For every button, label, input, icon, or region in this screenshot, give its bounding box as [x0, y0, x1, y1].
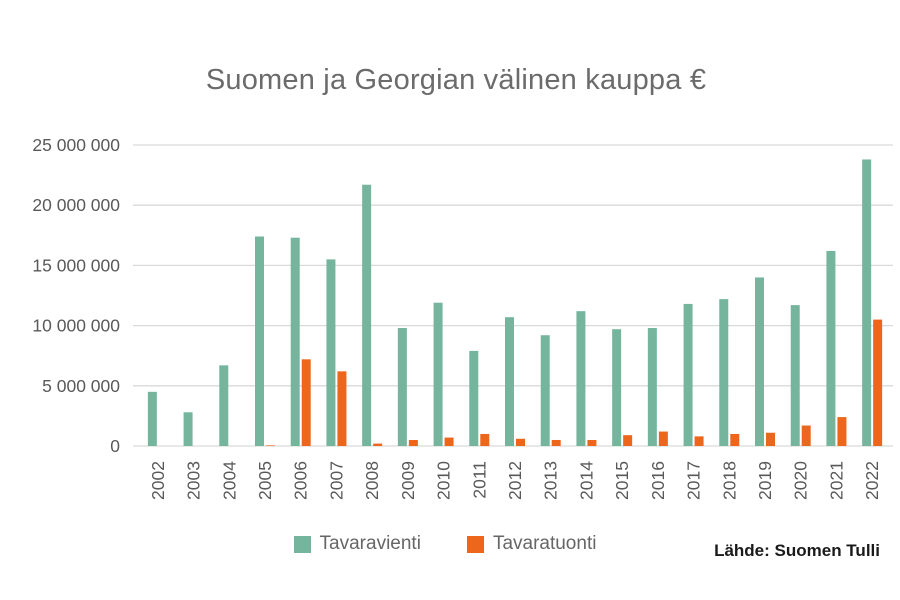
x-tick-label: 2018: [719, 461, 739, 500]
y-tick-label: 10 000 000: [32, 316, 120, 336]
bar-tavaravienti-2019: [755, 277, 764, 446]
bar-tavaratuonti-2010: [444, 437, 454, 446]
bar-tavaratuonti-2006: [301, 359, 311, 446]
legend-item-tavaravienti: Tavaravienti: [293, 533, 421, 555]
tavaravienti-swatch-icon: [293, 535, 311, 553]
bar-tavaravienti-2002: [147, 391, 157, 446]
x-tick-label: 2003: [184, 461, 204, 500]
legend-label-tavaravienti: Tavaravienti: [319, 533, 421, 554]
y-tick-label: 5 000 000: [42, 376, 120, 396]
bar-tavaratuonti-2009: [408, 439, 418, 446]
bar-tavaratuonti-2015: [623, 435, 633, 446]
bar-tavaravienti-2022: [862, 159, 872, 446]
x-tick-label: 2015: [612, 461, 632, 500]
bar-tavaratuonti-2022: [873, 319, 883, 446]
x-tick-label: 2013: [541, 461, 561, 500]
bar-tavaravienti-2007: [326, 259, 336, 446]
bar-tavaratuonti-2011: [480, 433, 490, 446]
legend-label-tavaratuonti: Tavaratuonti: [492, 533, 597, 554]
bar-tavaratuonti-2018: [730, 433, 740, 446]
bar-tavaravienti-2015: [612, 329, 622, 446]
x-tick-label: 2021: [826, 461, 846, 500]
x-tick-label: 2002: [148, 461, 168, 500]
bar-tavaravienti-2016: [647, 328, 657, 446]
x-tick-label: 2014: [576, 461, 596, 500]
x-tick-label: 2011: [469, 461, 489, 499]
source-note: Lähde: Suomen Tulli: [714, 541, 880, 560]
bar-tavaravienti-2004: [219, 365, 229, 446]
bar-tavaratuonti-2005: [266, 445, 275, 446]
bar-tavaratuonti-2014: [587, 439, 597, 446]
bar-tavaratuonti-2020: [801, 425, 811, 446]
bar-tavaravienti-2017: [683, 303, 693, 446]
bar-tavaravienti-2014: [576, 311, 586, 446]
chart-title: Suomen ja Georgian välinen kauppa €: [205, 64, 707, 96]
bar-tavaravienti-2020: [790, 305, 800, 446]
x-tick-label: 2008: [362, 461, 382, 500]
bar-tavaravienti-2018: [719, 299, 729, 446]
x-tick-label: 2017: [684, 461, 704, 500]
legend: Tavaravienti Tavaratuonti: [0, 533, 890, 555]
x-tick-label: 2016: [648, 461, 668, 500]
bar-tavaratuonti-2021: [837, 417, 847, 446]
tavaratuonti-swatch-icon: [466, 535, 484, 553]
bar-tavaravienti-2003: [183, 412, 193, 446]
bar-tavaravienti-2008: [362, 184, 372, 446]
x-tick-label: 2006: [291, 461, 311, 500]
y-tick-label: 25 000 000: [32, 135, 120, 155]
bar-tavaratuonti-2013: [551, 439, 561, 446]
x-tick-label: 2020: [791, 461, 811, 500]
bar-tavaravienti-2021: [826, 250, 836, 446]
x-tick-label: 2004: [219, 461, 239, 500]
x-tick-label: 2022: [862, 461, 882, 500]
bar-tavaravienti-2011: [469, 350, 479, 446]
bar-tavaratuonti-2016: [658, 431, 668, 446]
bar-tavaravienti-2010: [433, 302, 443, 446]
bar-tavaravienti-2006: [290, 237, 300, 446]
bar-tavaravienti-2005: [255, 236, 264, 446]
bar-tavaravienti-2009: [397, 328, 407, 446]
x-tick-label: 2007: [326, 461, 346, 500]
x-tick-label: 2012: [505, 461, 525, 500]
bar-tavaravienti-2012: [505, 317, 514, 446]
x-tick-label: 2009: [398, 461, 418, 500]
bar-tavaratuonti-2017: [694, 436, 704, 446]
bar-tavaratuonti-2008: [373, 443, 383, 446]
bar-tavaratuonti-2007: [337, 371, 347, 446]
bar-tavaratuonti-2019: [766, 432, 775, 446]
bar-tavaratuonti-2012: [516, 438, 525, 446]
legend-item-tavaratuonti: Tavaratuonti: [466, 533, 597, 555]
y-tick-label: 15 000 000: [32, 255, 120, 275]
x-tick-label: 2010: [434, 461, 454, 500]
x-tick-label: 2019: [755, 461, 775, 500]
y-tick-label: 0: [110, 436, 120, 456]
y-tick-label: 20 000 000: [32, 195, 120, 215]
bar-tavaravienti-2013: [540, 335, 550, 446]
x-tick-label: 2005: [255, 461, 275, 500]
